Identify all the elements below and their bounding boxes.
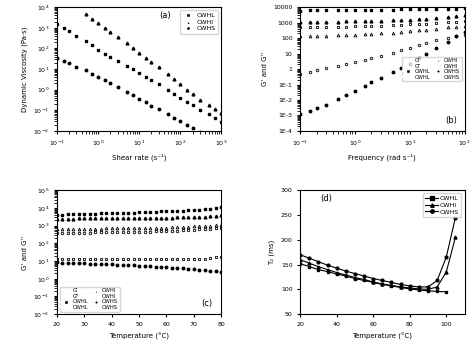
Y-axis label: Dynamic Viscosity (Pa·s): Dynamic Viscosity (Pa·s): [21, 26, 27, 112]
Legend: CWHL, CWHI, CWHS: CWHL, CWHI, CWHS: [423, 193, 461, 217]
Text: (d): (d): [320, 194, 332, 203]
X-axis label: Frequency (rad s⁻¹): Frequency (rad s⁻¹): [348, 154, 416, 161]
Text: (a): (a): [159, 11, 171, 20]
Y-axis label: T₂ (ms): T₂ (ms): [269, 240, 275, 265]
Y-axis label: G’ and G’’: G’ and G’’: [262, 52, 268, 86]
Y-axis label: G’ and G’’: G’ and G’’: [22, 235, 27, 270]
X-axis label: Temperature (°C): Temperature (°C): [109, 332, 169, 340]
X-axis label: Shear rate (s⁻¹): Shear rate (s⁻¹): [112, 154, 166, 161]
Legend: CWHL, CWHI, CWHS: CWHL, CWHI, CWHS: [180, 10, 218, 34]
Text: (b): (b): [445, 116, 456, 125]
Legend: G', G", CWHL, CWHL, CWHI, CWHI, CWHS, CWHS: G', G", CWHL, CWHL, CWHI, CWHI, CWHS, CW…: [401, 57, 462, 81]
Legend: G', G", CWHL, CWHL, CWHI, CWHI, CWHS, CWHS: G', G", CWHL, CWHL, CWHI, CWHI, CWHS, CW…: [60, 287, 120, 312]
X-axis label: Temperature (°C): Temperature (°C): [352, 332, 412, 340]
Text: (c): (c): [201, 299, 213, 308]
